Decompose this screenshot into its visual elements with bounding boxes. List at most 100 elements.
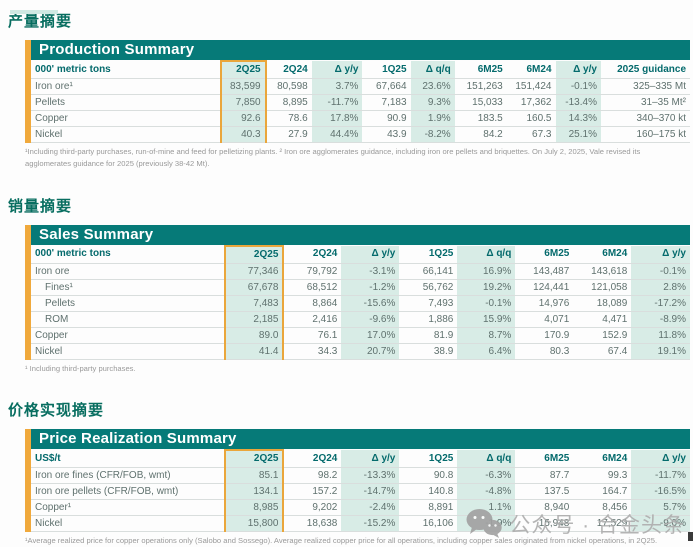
table-row: Iron ore¹ 83,599 80,598 3.7% 67,664 23.6% 151,… [31, 78, 690, 95]
column-header: 1Q25 [399, 450, 458, 469]
table-row: Nickel 41.4 34.3 20.7% 38.9 6.4% 80.3 67.4 19.1% [31, 343, 690, 360]
cell-value: 17.8% [311, 110, 363, 127]
column-header: 1Q25 [362, 61, 411, 79]
table-row: Copper 89.0 76.1 17.0% 81.9 8.7% 170.9 152.9 11.… [31, 327, 690, 344]
data-table: 000' metric tons 2Q25 2Q24 Δ y/y 1Q25 Δ q/q 6M… [31, 60, 690, 143]
column-header: Δ y/y [631, 245, 690, 264]
cell-value: -6.3% [457, 467, 516, 485]
table-footnote: ¹Including third-party purchases, run-of… [25, 147, 641, 168]
cell-value: -13.4% [555, 94, 601, 111]
unit-label: US$/t [31, 450, 226, 469]
cell-value: 8,895 [265, 94, 312, 111]
cell-value: -1.2% [341, 279, 400, 296]
cell-value: 170.9 [515, 327, 574, 344]
column-header-row: US$/t 2Q25 2Q24 Δ y/y 1Q25 Δ q/q 6M25 6M24 Δ y/y [31, 449, 690, 469]
cell-value: 7,183 [362, 94, 411, 111]
column-header: 6M25 [515, 245, 574, 264]
cell-value: 17,362 [506, 94, 556, 111]
cell-value: 16,106 [399, 515, 458, 533]
cell-value: 92.6 [219, 110, 267, 127]
cell-value: 87.7 [515, 467, 574, 485]
cell-value: 67.3 [506, 126, 556, 143]
cell-value: 43.9 [362, 126, 411, 143]
row-label: Copper [31, 327, 226, 344]
cell-value: 164.7 [573, 483, 632, 501]
summary-table: Production Summary 000' metric tons 2Q25 2Q… [25, 40, 690, 143]
cell-value: 20.7% [341, 343, 400, 360]
cell-value: 77,346 [224, 263, 285, 280]
cell-value: 31–35 Mt² [600, 94, 690, 111]
cell-value: 44.4% [311, 126, 363, 143]
cell-value: 67,664 [362, 78, 411, 95]
cell-value: 340–370 kt [600, 110, 690, 127]
column-header: 2025 guidance [600, 61, 690, 79]
cell-value: 90.9 [362, 110, 411, 127]
row-label: Nickel [31, 126, 221, 143]
cell-value: 134.1 [224, 483, 285, 501]
cell-value: 18,089 [573, 295, 632, 312]
table-row: Iron ore fines (CFR/FOB, wmt) 85.1 98.2 -13… [31, 467, 690, 485]
column-header: 2Q25 [224, 449, 285, 469]
column-header: 2Q24 [265, 61, 312, 79]
corner-artifact [688, 532, 693, 541]
table-row: Pellets 7,483 8,864 -15.6% 7,493 -0.1% 14,976 1… [31, 295, 690, 312]
table-title: Price Realization Summary [31, 429, 690, 450]
column-header: 2Q25 [219, 60, 267, 79]
data-table: US$/t 2Q25 2Q24 Δ y/y 1Q25 Δ q/q 6M25 6M24 Δ y/y… [31, 449, 690, 533]
cell-value: -11.7% [311, 94, 363, 111]
cell-value: 34.3 [283, 343, 342, 360]
cell-value: 84.2 [454, 126, 507, 143]
column-header: 6M25 [454, 61, 507, 79]
summary-table: Sales Summary 000' metric tons 2Q25 2Q24 Δ y… [25, 224, 690, 360]
cell-value: 9,202 [283, 499, 342, 517]
table-row: Nickel 40.3 27.9 44.4% 43.9 -8.2% 84.2 67.3 25.1… [31, 126, 690, 143]
cell-value: 98.2 [283, 467, 342, 485]
cell-value: 7,483 [224, 295, 285, 312]
cell-value: -2.4% [341, 499, 400, 517]
cell-value: 8.7% [457, 327, 516, 344]
row-label: Iron ore [31, 263, 226, 280]
cell-value: 1.1% [457, 499, 516, 517]
cell-value: -0.1% [457, 295, 516, 312]
cell-value: 38.9 [399, 343, 458, 360]
cell-value: -15.2% [341, 515, 400, 533]
cell-value: 66,141 [399, 263, 458, 280]
table-footnote: ¹ Including third-party purchases. [25, 363, 136, 373]
column-header: 6M24 [573, 450, 632, 469]
table-title: Production Summary [31, 40, 690, 60]
section-title-zh: 销量摘要 [8, 197, 73, 215]
cell-value: 152.9 [573, 327, 632, 344]
cell-value: 90.8 [399, 467, 458, 485]
row-label: Pellets [31, 295, 226, 312]
cell-value: 2,185 [224, 311, 285, 328]
cell-value: 6.4% [457, 343, 516, 360]
cell-value: 80.3 [515, 343, 574, 360]
cell-value: 151,424 [506, 78, 556, 95]
row-label: Nickel [31, 343, 226, 360]
cropped-element-sliver [10, 10, 58, 14]
cell-value: -8.9% [631, 311, 690, 328]
cell-value: 8,891 [399, 499, 458, 517]
row-label: Iron ore fines (CFR/FOB, wmt) [31, 467, 226, 485]
cell-value: 78.6 [265, 110, 312, 127]
data-table: 000' metric tons 2Q25 2Q24 Δ y/y 1Q25 Δ q/q 6M… [31, 244, 690, 360]
cell-value: 19.1% [631, 343, 690, 360]
cell-value: 8,940 [515, 499, 574, 517]
cell-value: 8,456 [573, 499, 632, 517]
cell-value: 2,416 [283, 311, 342, 328]
cell-value: -0.1% [631, 263, 690, 280]
unit-label: 000' metric tons [31, 61, 221, 79]
cell-value: -13.3% [341, 467, 400, 485]
row-label: Copper [31, 110, 221, 127]
column-header: Δ y/y [311, 61, 363, 79]
cell-value: -4.8% [457, 483, 516, 501]
cell-value: 16.9% [457, 263, 516, 280]
cell-value: -9.6% [341, 311, 400, 328]
cell-value: 19.2% [457, 279, 516, 296]
cell-value: 143,618 [573, 263, 632, 280]
section-title-zh: 产量摘要 [8, 13, 73, 30]
cell-value: 143,487 [515, 263, 574, 280]
cell-value: 68,512 [283, 279, 342, 296]
row-label: Iron ore¹ [31, 78, 221, 95]
table-row: ROM 2,185 2,416 -9.6% 1,886 15.9% 4,071 4,471 -8… [31, 311, 690, 328]
